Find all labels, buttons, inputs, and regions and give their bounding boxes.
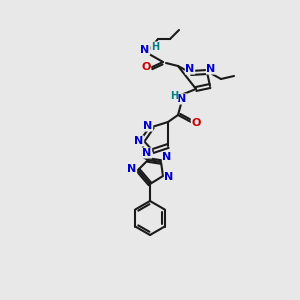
Text: H: H [170, 91, 178, 101]
Text: N: N [177, 94, 187, 104]
Text: N: N [162, 152, 172, 162]
Text: N: N [206, 64, 216, 74]
Text: N: N [185, 64, 195, 74]
Text: N: N [164, 172, 174, 182]
Text: N: N [142, 148, 152, 158]
Text: N: N [143, 121, 153, 131]
Text: H: H [151, 42, 159, 52]
Text: N: N [128, 164, 136, 174]
Text: O: O [141, 62, 151, 72]
Text: N: N [134, 136, 144, 146]
Text: N: N [140, 45, 150, 55]
Text: O: O [191, 118, 201, 128]
